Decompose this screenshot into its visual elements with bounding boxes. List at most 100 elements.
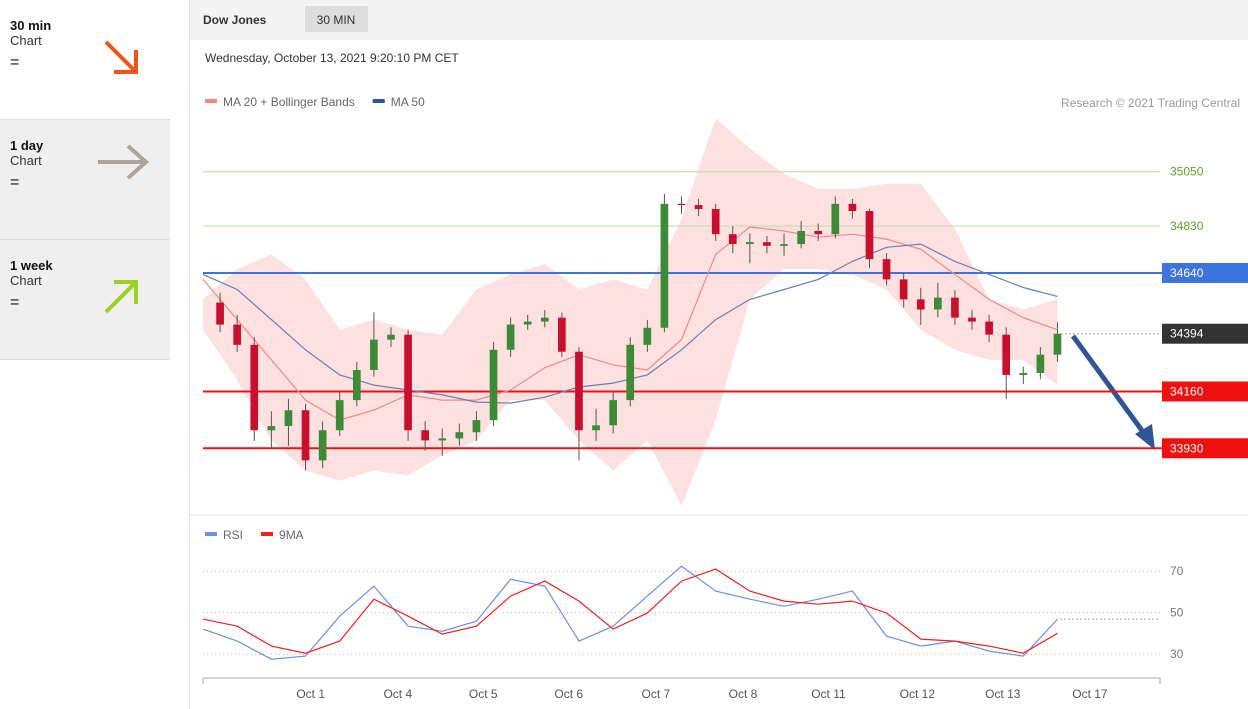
candle-body [626, 344, 635, 401]
candle-body [489, 349, 498, 421]
candle-body [250, 344, 259, 431]
badge[interactable]: 30 MIN [317, 13, 356, 27]
candle-body [267, 426, 276, 431]
x-tick-label: Oct 5 [469, 687, 498, 701]
card-label: Chart [10, 153, 42, 168]
candle-body [1002, 334, 1011, 375]
card-label: Chart [10, 33, 42, 48]
candle-body [558, 317, 566, 352]
x-tick-label: Oct 12 [900, 687, 936, 701]
level-label: 34640 [1170, 266, 1204, 280]
candle-body [728, 234, 737, 245]
sidebar: 30 min Chart = 1 day Chart = 1 week Char… [0, 0, 170, 360]
title: Dow Jones [203, 13, 267, 27]
y-tick-label: 50 [1170, 606, 1184, 620]
candle-body [370, 339, 378, 370]
candle-body [968, 317, 976, 322]
level-label: 35050 [1170, 165, 1204, 179]
candle-body [216, 302, 224, 325]
legend-label: MA 50 [391, 95, 425, 109]
trend-arrow [104, 280, 138, 314]
candle-body [763, 242, 771, 246]
x-tick-label: Oct 4 [383, 687, 412, 701]
candle-body [711, 209, 720, 235]
candle-body [694, 205, 703, 210]
candle-body [472, 420, 481, 433]
card-label: Chart [10, 273, 42, 288]
candle-body [985, 321, 993, 335]
period: 1 day [10, 138, 44, 153]
candle-body [677, 203, 686, 206]
candle-body [643, 327, 652, 345]
candle-body [301, 410, 310, 461]
x-tick-label: Oct 8 [729, 687, 758, 701]
x-tick-label: Oct 1 [296, 687, 325, 701]
candle-body [421, 430, 430, 441]
candle-body [592, 425, 600, 431]
forecast-arrow [1070, 334, 1149, 438]
candle-body [899, 279, 908, 300]
badge-bg [305, 6, 368, 32]
rsi-line [202, 565, 1058, 660]
trend-arrow [98, 144, 150, 180]
candle-body [438, 438, 447, 441]
candle-body [352, 370, 361, 401]
timeframe-card[interactable]: 1 day Chart = [0, 120, 170, 240]
candle-body [1036, 354, 1045, 373]
timeframe-card[interactable]: 1 week Chart = [0, 240, 170, 360]
y-tick-label: 70 [1170, 564, 1184, 578]
candle-body [951, 297, 959, 318]
level-label: 34830 [1170, 219, 1204, 233]
bollinger-band [203, 118, 1058, 506]
candle-body [780, 244, 788, 246]
legend-swatch [205, 532, 217, 536]
level-label-bg [1162, 381, 1248, 402]
candle-body [335, 400, 344, 431]
credit: Research © 2021 Trading Central [1061, 96, 1240, 110]
candle-body [865, 210, 874, 260]
x-tick-label: Oct 7 [642, 687, 671, 701]
candle-body [660, 203, 669, 328]
forecast-arrowhead [1135, 424, 1155, 450]
level-label: 34160 [1170, 384, 1204, 398]
timeframe-card[interactable]: 30 min Chart = [0, 0, 170, 120]
legend-swatch [372, 99, 385, 103]
last-price-bg [1162, 323, 1248, 344]
candle-body [797, 230, 805, 245]
candle-body [455, 432, 464, 439]
candle-body [1019, 372, 1028, 375]
candle-body [916, 299, 925, 310]
candle-body [523, 321, 532, 325]
level-label: 33930 [1170, 441, 1204, 455]
candle-body [318, 430, 327, 461]
y-tick-label: 30 [1170, 647, 1184, 661]
legend-swatch [261, 532, 274, 536]
x-tick-label: Oct 17 [1072, 687, 1108, 701]
trend-arrow [104, 40, 138, 74]
legend-swatch [205, 99, 217, 103]
candle-body [284, 410, 293, 427]
status: = [10, 54, 20, 71]
last-price-label: 34394 [1170, 327, 1204, 341]
candle-body [233, 324, 242, 345]
level-label-bg [1162, 262, 1248, 283]
period: 30 min [10, 18, 52, 33]
period: 1 week [10, 258, 53, 273]
candle-body [746, 242, 754, 245]
candle-body [506, 324, 515, 350]
candle-body [1053, 333, 1062, 355]
datetime: Wednesday, October 13, 2021 9:20:10 PM C… [205, 51, 459, 65]
level-label-bg [1162, 438, 1248, 459]
candle-body [933, 297, 942, 310]
candle-body [540, 317, 549, 322]
x-tick-label: Oct 13 [985, 687, 1021, 701]
candle-body [609, 400, 617, 426]
candle-body [404, 334, 412, 431]
status: = [10, 174, 20, 191]
candle-body [831, 203, 840, 235]
candle-body [575, 351, 583, 431]
x-tick-label: Oct 6 [554, 687, 583, 701]
legend-label: MA 20 + Bollinger Bands [223, 95, 355, 109]
